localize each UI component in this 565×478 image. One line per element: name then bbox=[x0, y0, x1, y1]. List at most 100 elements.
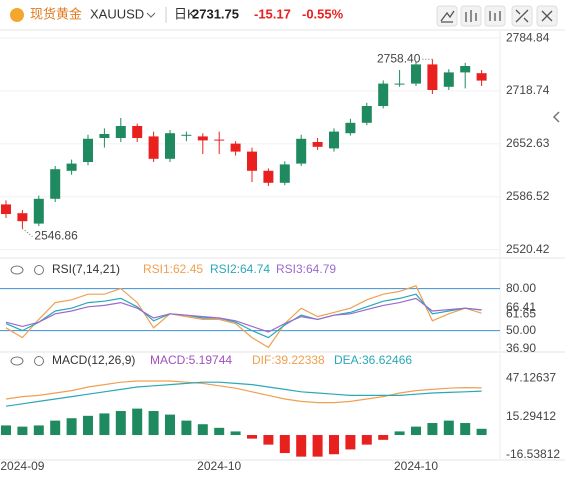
x-tick-label: 2024-10 bbox=[197, 459, 241, 473]
toolbar bbox=[436, 5, 558, 27]
histogram-bar bbox=[411, 426, 421, 436]
histogram-bar bbox=[83, 415, 93, 436]
candle-body bbox=[83, 138, 93, 162]
histogram-bar bbox=[99, 413, 110, 436]
legend-entry: RSI2:64.74 bbox=[210, 262, 270, 276]
annotation-leader bbox=[22, 228, 33, 237]
candle-body bbox=[394, 83, 405, 85]
symbol[interactable]: XAUUSD bbox=[90, 6, 144, 21]
candle-body bbox=[247, 151, 257, 171]
histogram-bar bbox=[148, 411, 159, 436]
legend-entry: DEA:36.62466 bbox=[334, 353, 412, 367]
period[interactable]: 日K bbox=[174, 6, 196, 21]
histogram-bar bbox=[1, 425, 11, 436]
y-tick-label: -16.53812 bbox=[506, 447, 560, 461]
indicator-line bbox=[5, 285, 482, 349]
candle-body bbox=[66, 163, 77, 171]
change: -15.17 bbox=[254, 6, 291, 21]
histogram-bar bbox=[33, 425, 44, 436]
histogram-bar bbox=[17, 426, 28, 436]
y-tick-label: 80.00 bbox=[506, 281, 536, 295]
candle-body bbox=[460, 66, 471, 73]
indicator-line bbox=[5, 380, 482, 404]
histogram-bar bbox=[66, 418, 77, 436]
indicator-line bbox=[5, 297, 482, 333]
histogram-bar bbox=[296, 435, 307, 457]
eye-icon[interactable] bbox=[10, 265, 24, 275]
x-tick-label: 2024-10 bbox=[394, 459, 438, 473]
legend-entry: DIF:39.22338 bbox=[252, 353, 325, 367]
indicator-line bbox=[5, 293, 482, 339]
y-tick-label: 2520.42 bbox=[506, 242, 550, 256]
y-tick-label: 2784.84 bbox=[506, 30, 550, 44]
dropdown-arrow[interactable] bbox=[146, 12, 156, 18]
candle-body bbox=[476, 73, 487, 81]
indicator-name: RSI(7,14,21) bbox=[52, 262, 120, 276]
histogram-bar bbox=[394, 431, 405, 436]
gear-icon[interactable] bbox=[34, 356, 44, 366]
candle-body bbox=[148, 136, 159, 159]
candle-body bbox=[329, 131, 339, 149]
change-pct: -0.55% bbox=[302, 6, 344, 21]
candle-body bbox=[17, 213, 28, 222]
candle-body bbox=[279, 164, 290, 183]
histogram-bar bbox=[329, 435, 339, 455]
candle-body bbox=[99, 134, 110, 138]
candle-body bbox=[427, 64, 438, 90]
x-tick-label: 2024-09 bbox=[0, 459, 44, 473]
candle-body bbox=[263, 170, 274, 183]
eye-icon[interactable] bbox=[10, 356, 24, 366]
candle-body bbox=[296, 138, 307, 164]
y-tick-label: 36.90 bbox=[506, 341, 536, 355]
histogram-bar bbox=[197, 424, 208, 436]
y-tick-label: 61.65 bbox=[506, 306, 536, 320]
y-tick-label: 2652.63 bbox=[506, 136, 550, 150]
histogram-bar bbox=[214, 427, 225, 436]
candle-body bbox=[443, 72, 454, 87]
collapse-arrow[interactable] bbox=[552, 111, 560, 123]
y-tick-label: 2718.74 bbox=[506, 83, 550, 97]
candle-body bbox=[165, 133, 175, 159]
candle-body bbox=[230, 143, 241, 152]
histogram-bar bbox=[165, 414, 175, 436]
candle-body bbox=[312, 142, 323, 147]
histogram-bar bbox=[247, 435, 257, 439]
gear-icon[interactable] bbox=[34, 265, 44, 275]
candle-body bbox=[214, 139, 225, 141]
price: 2731.75 bbox=[192, 6, 239, 21]
indicator-name: MACD(12,26,9) bbox=[52, 353, 135, 367]
annotation: 2546.86 bbox=[34, 229, 78, 243]
candle-body bbox=[378, 83, 389, 106]
histogram-bar bbox=[50, 420, 61, 436]
histogram-bar bbox=[460, 423, 471, 436]
y-tick-label: 2586.52 bbox=[506, 189, 550, 203]
histogram-bar bbox=[378, 435, 389, 440]
legend-entry: RSI1:62.45 bbox=[143, 262, 203, 276]
histogram-bar bbox=[361, 435, 372, 445]
candle-body bbox=[115, 126, 126, 138]
legend-entry: RSI3:64.79 bbox=[276, 262, 336, 276]
histogram-bar bbox=[427, 423, 438, 436]
candle-body bbox=[132, 126, 143, 138]
candle-body bbox=[1, 204, 11, 214]
gold-icon bbox=[10, 8, 24, 22]
instrument-name: 现货黄金 bbox=[30, 6, 82, 21]
legend-entry: MACD:5.19744 bbox=[150, 353, 232, 367]
histogram-bar bbox=[263, 435, 274, 445]
histogram-bar bbox=[279, 435, 290, 454]
tool-button[interactable] bbox=[436, 5, 458, 27]
tool-icons bbox=[440, 9, 553, 23]
y-tick-label: 66.41 bbox=[506, 300, 536, 314]
y-tick-label: 15.29412 bbox=[506, 409, 556, 423]
histogram-bar bbox=[345, 435, 356, 450]
annotation: 2758.40 bbox=[377, 51, 421, 65]
histogram-bar bbox=[115, 411, 126, 436]
y-tick-label: 47.12637 bbox=[506, 371, 556, 385]
candle-body bbox=[181, 134, 192, 136]
candle-body bbox=[345, 122, 356, 134]
candle-body bbox=[33, 198, 44, 224]
indicator-line bbox=[5, 381, 482, 407]
candle-body bbox=[361, 106, 372, 123]
y-tick-label: 50.00 bbox=[506, 323, 536, 337]
